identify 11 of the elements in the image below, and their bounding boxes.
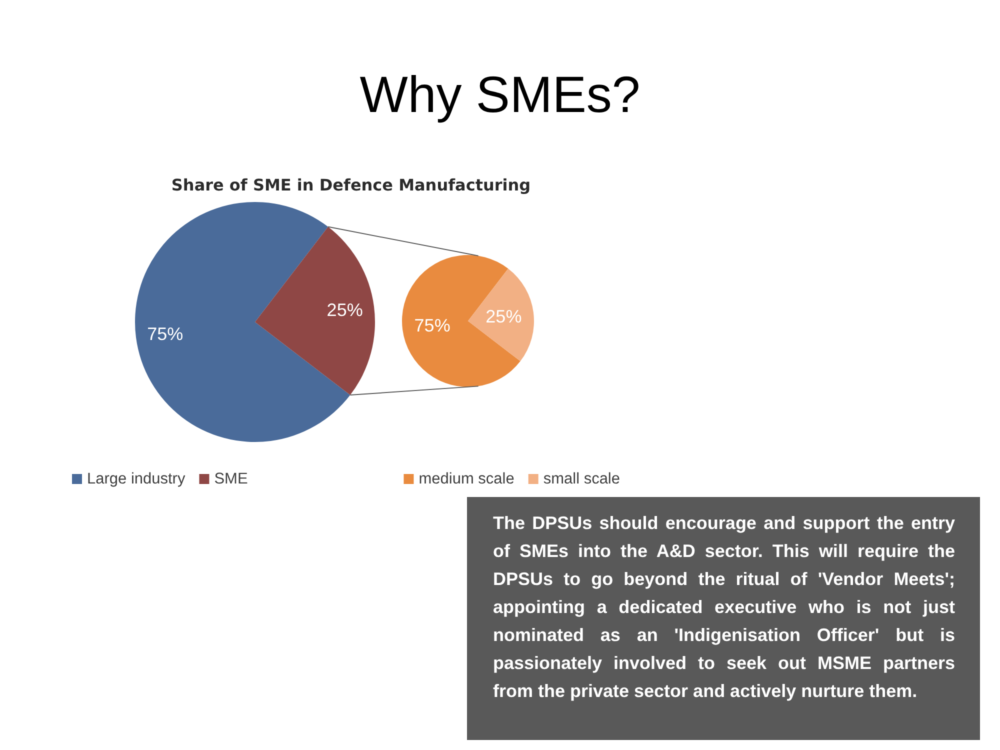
legend-label: small scale [543, 470, 620, 488]
data-label: 75% [414, 316, 450, 336]
data-label: 25% [326, 300, 363, 320]
legend-label: Large industry [87, 470, 186, 488]
data-label: 75% [147, 324, 184, 344]
note-box: The DPSUs should encourage and support the entry of SMEs into the A&D sector. This will require the DPSUs to go beyond the ritual of 'Vendor Meets'; appointing a dedicated executive who is not just nominated as an 'Indigenisation Officer' but is passionately involved to seek out MSME partners from the private sector and actively nurture them. [467, 497, 980, 740]
chart-subtitle: Share of SME in Defence Manufacturing [171, 176, 531, 194]
data-label: 25% [486, 306, 522, 326]
text: Why SMEs? [360, 66, 640, 123]
legend-label: medium scale [418, 470, 514, 488]
legend-label: SME [214, 470, 248, 488]
